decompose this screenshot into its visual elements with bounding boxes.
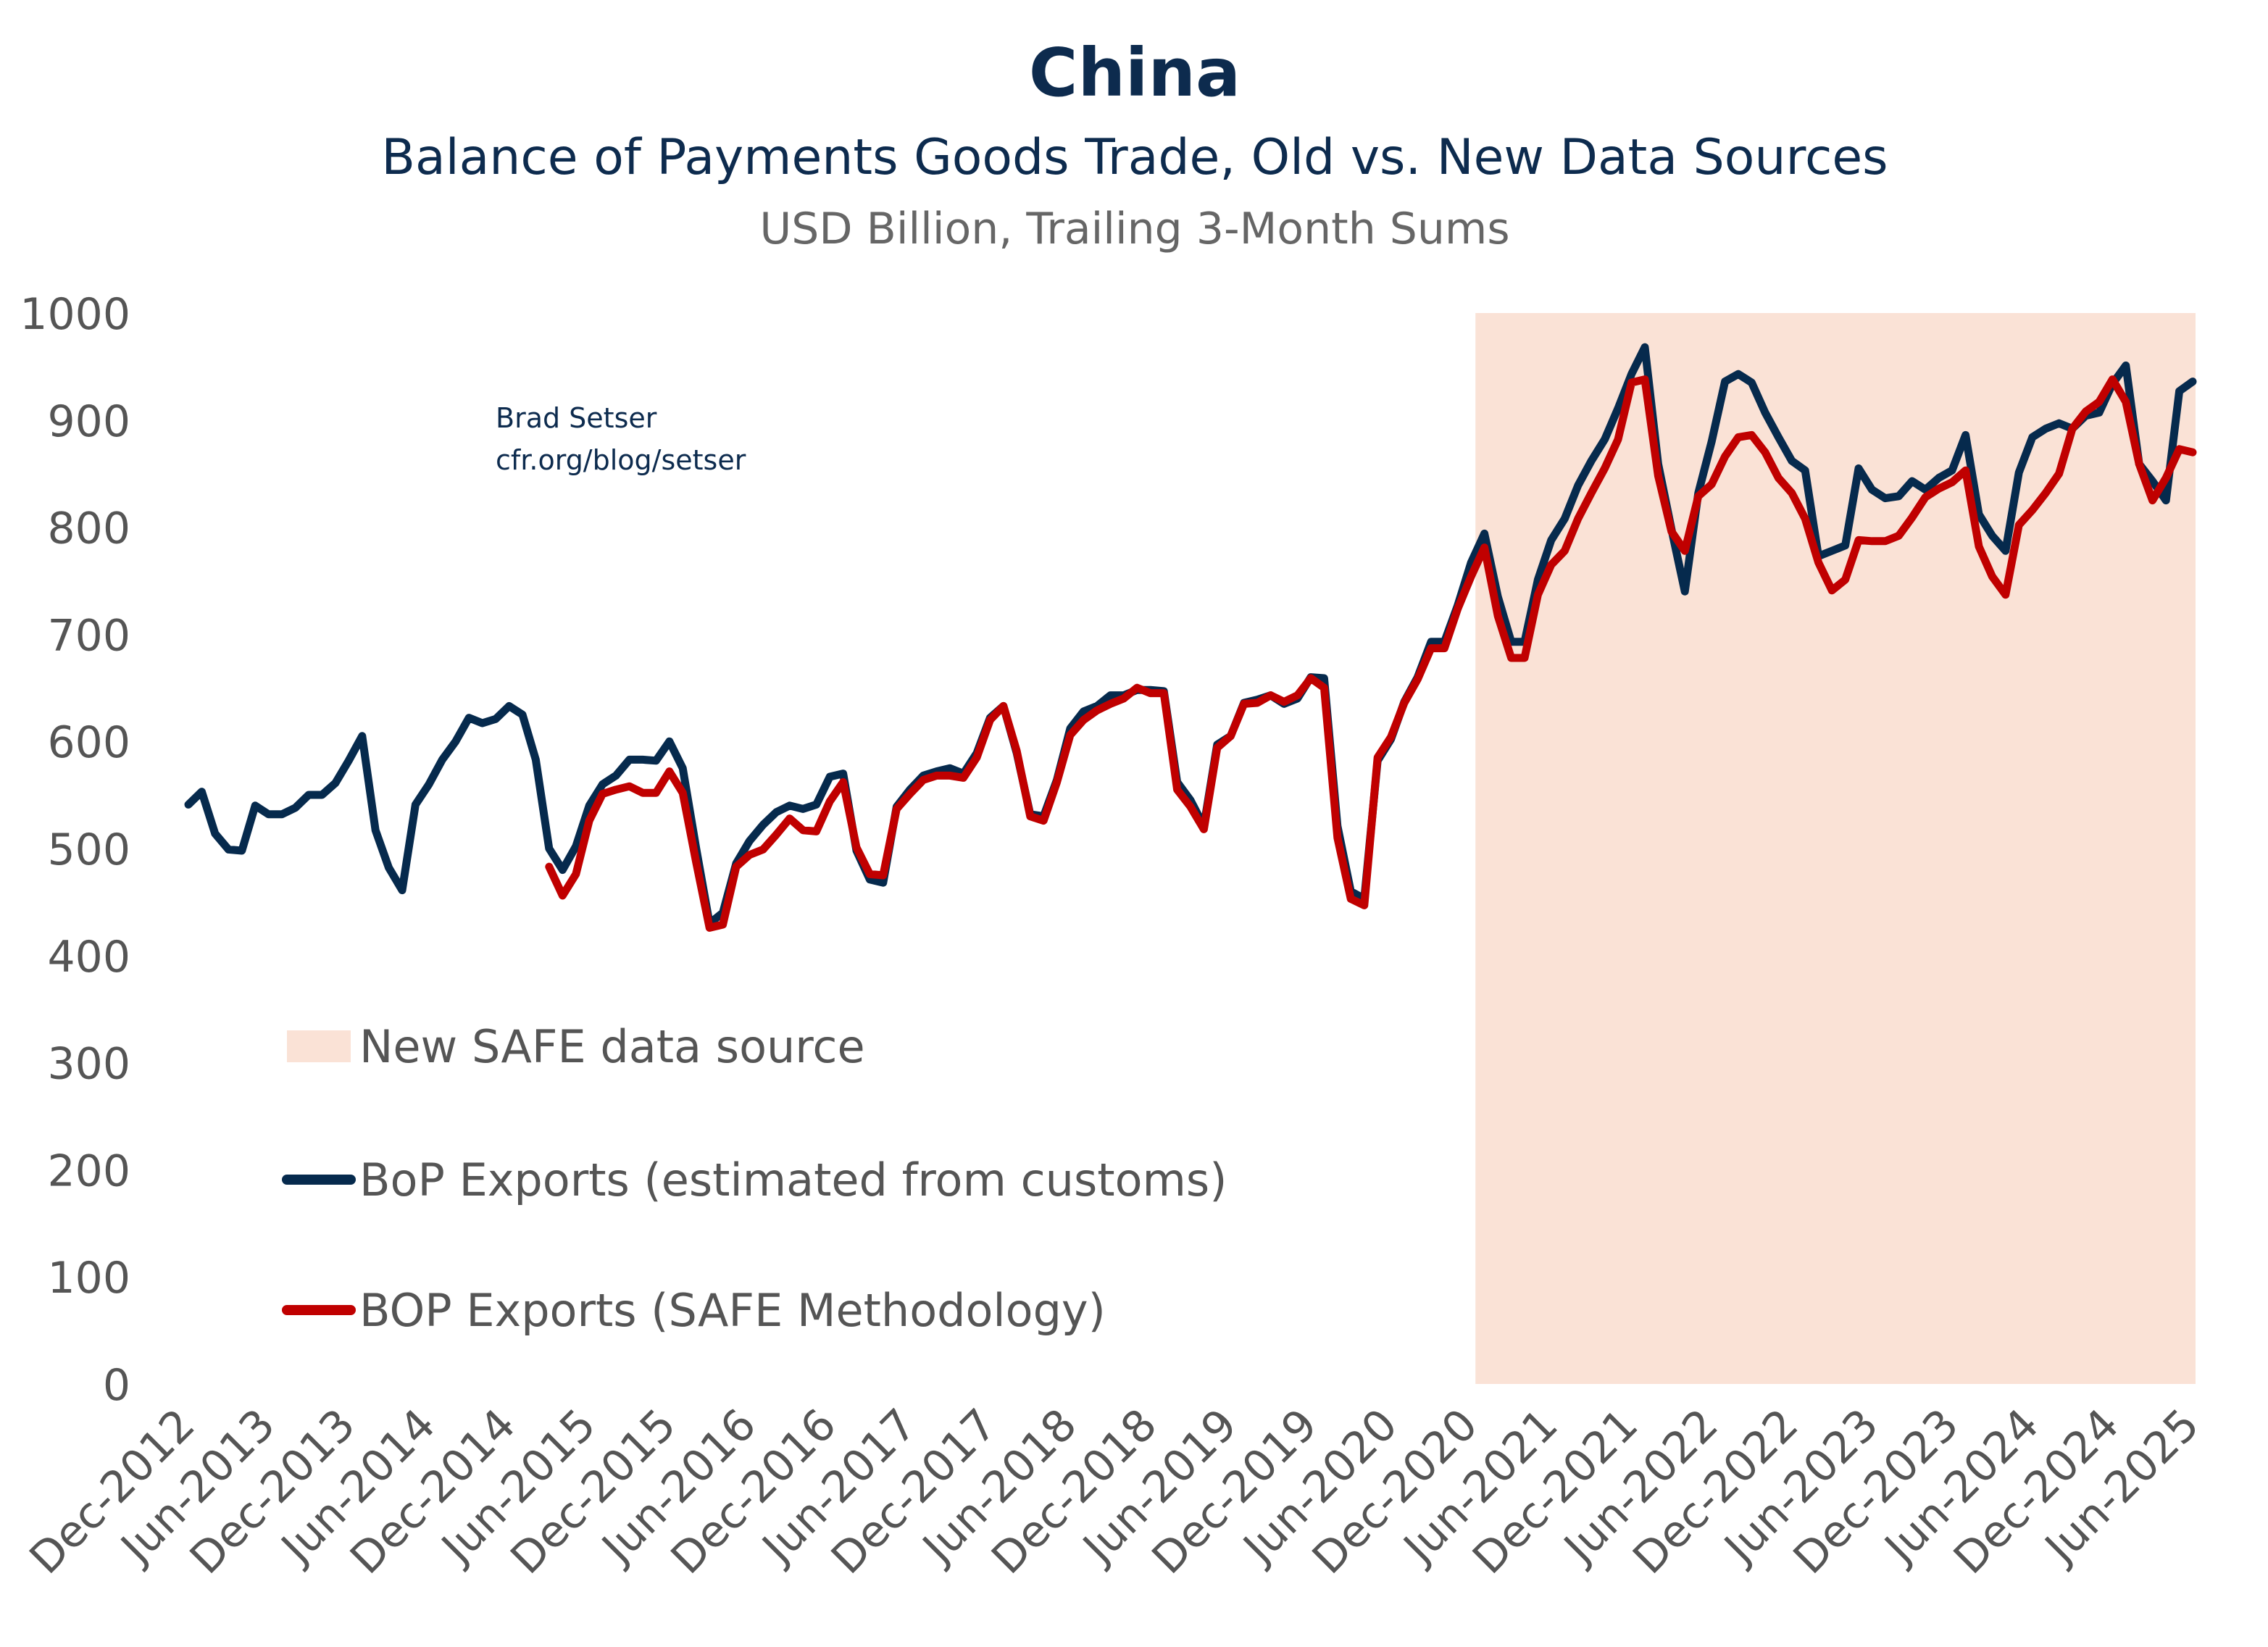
y-tick-label: 700 xyxy=(47,610,130,661)
y-tick-label: 300 xyxy=(47,1039,130,1090)
y-tick-label: 500 xyxy=(47,825,130,875)
url-annotation: cfr.org/blog/setser xyxy=(496,444,746,476)
legend-label-customs: BoP Exports (estimated from customs) xyxy=(359,1154,1227,1206)
legend-label-safe: BOP Exports (SAFE Methodology) xyxy=(359,1284,1106,1337)
x-axis: Dec-2012Jun-2013Dec-2013Jun-2014Dec-2014… xyxy=(20,1399,2209,1584)
legend-swatch-shaded-region xyxy=(287,1030,351,1062)
y-axis: 0 100 200 300 400 500 600 700 800 900 1000 xyxy=(20,289,130,1411)
y-tick-label: 400 xyxy=(47,932,130,983)
chart-title: China xyxy=(1029,34,1241,112)
legend-label-shaded-region: New SAFE data source xyxy=(359,1020,865,1073)
line-customs-exports xyxy=(184,343,2197,927)
chart-units: USD Billion, Trailing 3-Month Sums xyxy=(759,204,1509,254)
y-tick-label: 100 xyxy=(47,1253,130,1304)
author-annotation: Brad Setser xyxy=(496,402,657,434)
y-tick-label: 600 xyxy=(47,717,130,768)
y-tick-label: 1000 xyxy=(20,289,130,340)
y-tick-label: 0 xyxy=(103,1360,130,1411)
line-safe-exports xyxy=(545,375,2197,932)
legend: New SAFE data source BoP Exports (estima… xyxy=(282,1020,1227,1337)
chart-subtitle: Balance of Payments Goods Trade, Old vs.… xyxy=(381,129,1888,186)
y-tick-label: 900 xyxy=(47,396,130,447)
y-tick-label: 800 xyxy=(47,504,130,554)
y-tick-label: 200 xyxy=(47,1146,130,1196)
series-lines xyxy=(184,343,2197,932)
